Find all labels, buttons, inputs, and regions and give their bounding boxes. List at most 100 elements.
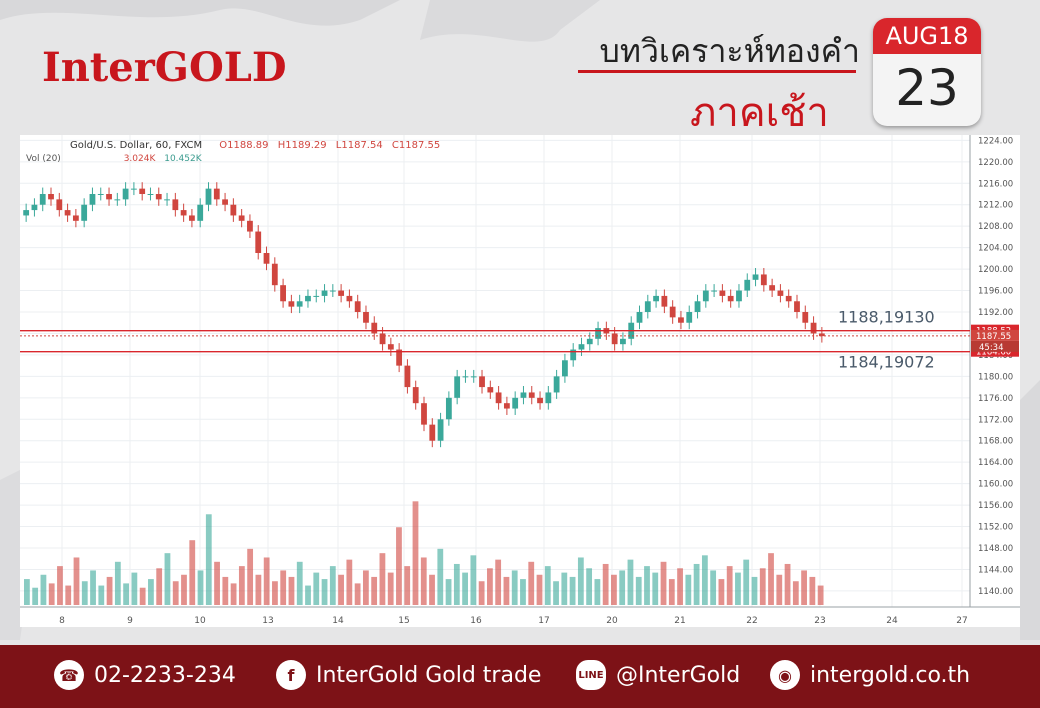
volume-bar (338, 574, 344, 605)
candle-body (139, 188, 146, 194)
candle-body (818, 333, 825, 337)
volume-bar (611, 574, 617, 605)
x-tick-label: 15 (398, 616, 409, 626)
x-tick-label: 21 (674, 616, 685, 626)
line-text: @InterGold (616, 662, 741, 688)
annotation-upper: 1188,19130 (838, 308, 935, 327)
candle-body (636, 312, 643, 323)
candle-body (512, 397, 519, 409)
footer-phone[interactable]: ☎ 02-2233-234 (54, 660, 236, 690)
volume-bar (387, 572, 394, 605)
phone-text: 02-2233-234 (94, 662, 236, 688)
volume-bar (495, 559, 502, 605)
volume-bar (602, 563, 609, 605)
volume-bar (230, 583, 237, 605)
y-tick-label: 1164.00 (978, 458, 1013, 468)
volume-bar (123, 583, 130, 605)
footer-facebook[interactable]: f InterGold Gold trade (276, 660, 541, 690)
volume-bar (81, 581, 88, 605)
volume-bar (181, 574, 187, 605)
volume-bar (817, 585, 824, 605)
candle-body (794, 301, 800, 312)
candle-body (711, 290, 718, 292)
candle-body (189, 215, 195, 221)
volume-bar (644, 566, 650, 605)
candle-body (760, 274, 767, 286)
candle-body (702, 290, 709, 302)
volume-bar (371, 576, 378, 605)
volume-bar (503, 576, 510, 605)
candle-body (346, 295, 353, 302)
facebook-text: InterGold Gold trade (316, 662, 542, 688)
candle-body (727, 295, 734, 302)
candle-body (686, 312, 693, 323)
web-text: intergold.co.th (810, 662, 971, 688)
timer-tag: 45:34 (979, 343, 1004, 353)
volume-bar (759, 568, 766, 605)
globe-icon: ◉ (770, 660, 800, 690)
footer-web[interactable]: ◉ intergold.co.th (770, 660, 970, 690)
candle-body (528, 392, 535, 398)
volume-bar (48, 583, 55, 605)
report-title: บทวิเคราะห์ทองคำ (599, 32, 860, 70)
volume-bar (710, 570, 717, 605)
calendar-day: 23 (895, 59, 959, 117)
y-tick-label: 1220.00 (978, 158, 1013, 168)
volume-bar (726, 566, 733, 605)
volume-bar (114, 561, 121, 605)
vol-label: Vol (20) (26, 154, 61, 164)
volume-bar (205, 514, 212, 605)
volume-bar (701, 555, 708, 605)
line-icon: LINE (576, 660, 606, 690)
chart-svg: 8 9 10 13 14 15 16 17 20 21 22 23 24 27 1140.00 1144.00… (20, 135, 1020, 626)
header: InterGOLD บทวิเคราะห์ทองคำ ภาคเช้า AUG18… (0, 0, 1040, 136)
volume-bar (362, 570, 369, 605)
volume-bar (189, 540, 196, 605)
candle-body (462, 376, 469, 378)
footer-line[interactable]: LINE @InterGold (576, 660, 740, 690)
y-tick-label: 1140.00 (978, 587, 1013, 597)
candle-body (736, 290, 742, 302)
volume-bar (420, 557, 427, 605)
volume-bar (751, 576, 758, 605)
volume-bar (470, 555, 477, 605)
volume-bar (561, 572, 568, 605)
volume-bar (156, 568, 163, 605)
volume-bar (238, 566, 245, 605)
y-tick-label: 1152.00 (978, 523, 1013, 533)
volume-bar (668, 579, 675, 605)
candle-body (164, 199, 170, 201)
candle-body (412, 387, 419, 404)
volume-bar (784, 563, 791, 605)
y-tick-label: 1156.00 (978, 501, 1013, 511)
volume-bar (73, 557, 80, 605)
volume-bar (412, 501, 419, 605)
volume-bar (32, 587, 39, 605)
candle-body (653, 295, 659, 302)
candle-body (752, 274, 759, 280)
x-tick-label: 17 (538, 616, 549, 626)
volume-bar (263, 557, 270, 605)
candle-body (247, 220, 253, 232)
candle-body (404, 365, 411, 388)
candle-body (296, 301, 303, 307)
candle-body (744, 279, 751, 291)
candle-body (429, 424, 436, 441)
volume-bar (594, 579, 601, 605)
candle-body (545, 392, 552, 404)
close-value: C1187.55 (391, 140, 441, 151)
y-tick-label: 1216.00 (978, 179, 1013, 189)
ohlc-legend: Gold/U.S. Dollar, 60, FXCM O1188.89 H118… (70, 140, 446, 151)
volume-bar (693, 563, 700, 605)
candle-body (562, 360, 568, 377)
y-tick-label: 1168.00 (978, 437, 1013, 447)
candle-body (89, 194, 96, 205)
volume-bar (586, 568, 593, 605)
candle-body (321, 290, 328, 296)
candle-body (114, 199, 121, 201)
candle-body (97, 194, 104, 195)
y-tick-label: 1204.00 (978, 244, 1013, 254)
volume-bar (768, 553, 774, 605)
candle-body (238, 215, 245, 221)
x-tick-label: 13 (262, 616, 273, 626)
